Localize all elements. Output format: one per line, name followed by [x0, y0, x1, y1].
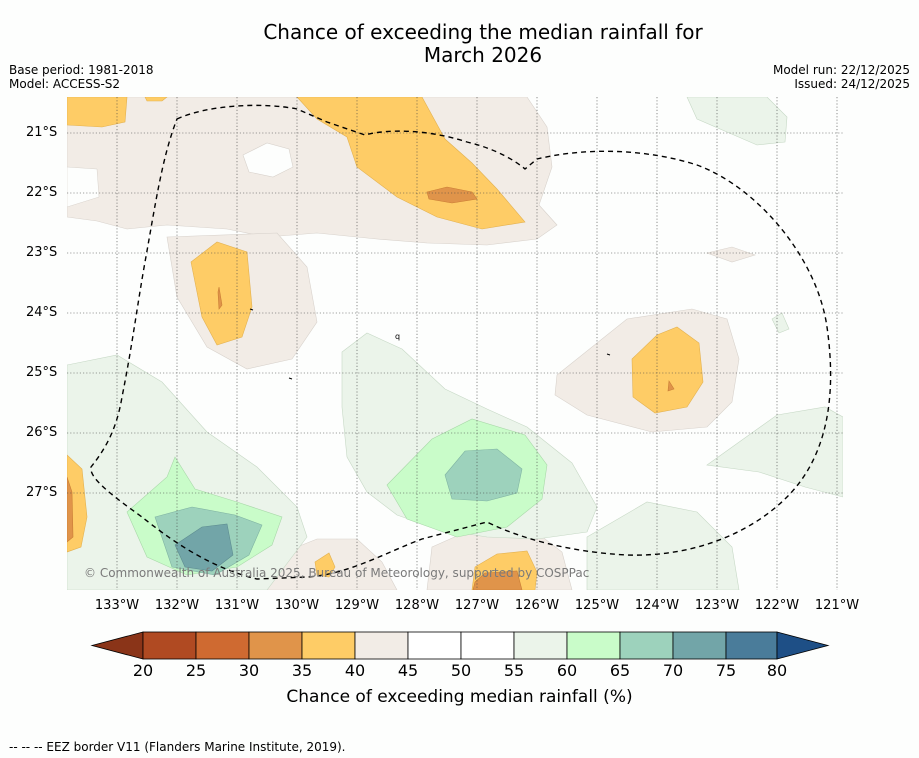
lat-label-25s: 25°S	[26, 365, 58, 380]
colorbar-bin-45-50	[407, 631, 462, 660]
colorbar-tick-80: 80	[766, 661, 788, 680]
colorbar-tick-55: 55	[503, 661, 525, 680]
lat-label-26s: 26°S	[26, 425, 58, 440]
colorbar-bin-55-60	[513, 631, 568, 660]
colorbar-tick-60: 60	[556, 661, 578, 680]
island-marker: q	[395, 332, 400, 341]
lon-label-124w: 124°W	[634, 598, 680, 613]
contour-55-60-southeast	[706, 406, 843, 498]
colorbar-bin-40-45	[354, 631, 409, 660]
lon-label-129w: 129°W	[334, 598, 380, 613]
meta-left: Base period: 1981-2018 Model: ACCESS-S2	[9, 63, 154, 91]
island-mark-1	[288, 377, 293, 380]
colorbar-bin-65-70	[619, 631, 674, 660]
contour-45-50-pocket	[242, 142, 294, 178]
copyright-notice: © Commonwealth of Australia 2025, Bureau…	[84, 566, 590, 580]
colorbar-extend-high	[776, 631, 830, 660]
map-title-line2: March 2026	[423, 43, 543, 67]
contour-30-35-south-east	[472, 570, 523, 590]
lon-label-132w: 132°W	[154, 598, 200, 613]
contour-35-40-east	[631, 326, 704, 414]
lon-label-123w: 123°W	[694, 598, 740, 613]
lon-label-122w: 122°W	[754, 598, 800, 613]
colorbar-bin-70-75	[672, 631, 727, 660]
colorbar-tick-25: 25	[185, 661, 207, 680]
colorbar-tick-75: 75	[715, 661, 737, 680]
colorbar-bin-25-30	[195, 631, 250, 660]
colorbar-bin-30-35	[248, 631, 303, 660]
lat-label-21s: 21°S	[26, 125, 58, 140]
lon-label-130w: 130°W	[274, 598, 320, 613]
map-title-line1: Chance of exceeding the median rainfall …	[263, 20, 703, 44]
meta-right: Model run: 22/12/2025 Issued: 24/12/2025	[773, 63, 910, 91]
eez-legend-footer: -- -- -- EEZ border V11 (Flanders Marine…	[9, 740, 346, 754]
lon-label-128w: 128°W	[394, 598, 440, 613]
lat-label-27s: 27°S	[26, 485, 58, 500]
model-name: Model: ACCESS-S2	[9, 77, 121, 91]
colorbar-bin-35-40	[301, 631, 356, 660]
lat-label-24s: 24°S	[26, 305, 58, 320]
contour-30-35-west-lobe	[217, 286, 223, 310]
colorbar-tick-30: 30	[238, 661, 260, 680]
lon-label-126w: 126°W	[514, 598, 560, 613]
lon-label-121w: 121°W	[814, 598, 860, 613]
lon-label-127w: 127°W	[454, 598, 500, 613]
issued-date: Issued: 24/12/2025	[794, 77, 910, 91]
rainfall-map: q	[67, 97, 843, 590]
contour-30-35-west-edge	[67, 476, 74, 543]
colorbar-bin-50-55	[460, 631, 515, 660]
colorbar	[90, 631, 830, 660]
colorbar-bin-75-80	[725, 631, 778, 660]
colorbar-tick-45: 45	[397, 661, 419, 680]
contour-70-75-west	[174, 523, 234, 572]
contour-40-45-east-small	[705, 246, 756, 263]
colorbar-tick-35: 35	[291, 661, 313, 680]
colorbar-tick-20: 20	[132, 661, 154, 680]
contour-35-40-northwest	[67, 97, 128, 128]
contour-45-50-north-left	[67, 166, 100, 208]
contour-30-35-north	[426, 186, 478, 204]
island-mark-2	[606, 353, 611, 356]
colorbar-label: Chance of exceeding median rainfall (%)	[286, 687, 633, 707]
contour-55-60-small	[771, 312, 790, 334]
lon-label-131w: 131°W	[214, 598, 260, 613]
colorbar-tick-50: 50	[450, 661, 472, 680]
contour-55-60-south	[586, 501, 740, 590]
contour-35-40-northwest-small	[144, 97, 168, 102]
colorbar-bin-60-65	[566, 631, 621, 660]
contour-65-70-center	[444, 448, 523, 502]
colorbar-tick-40: 40	[344, 661, 366, 680]
island-mark-3	[249, 308, 254, 311]
lat-label-23s: 23°S	[26, 245, 58, 260]
lon-label-125w: 125°W	[574, 598, 620, 613]
lat-label-22s: 22°S	[26, 185, 58, 200]
contour-30-35-east	[667, 380, 675, 392]
colorbar-extend-low	[90, 631, 144, 660]
map-grid	[67, 97, 843, 590]
contour-35-40-south	[314, 552, 336, 578]
colorbar-tick-70: 70	[662, 661, 684, 680]
colorbar-tick-65: 65	[609, 661, 631, 680]
base-period: Base period: 1981-2018	[9, 63, 154, 77]
lon-label-133w: 133°W	[94, 598, 140, 613]
colorbar-bin-20-25	[142, 631, 197, 660]
model-run: Model run: 22/12/2025	[772, 63, 910, 77]
